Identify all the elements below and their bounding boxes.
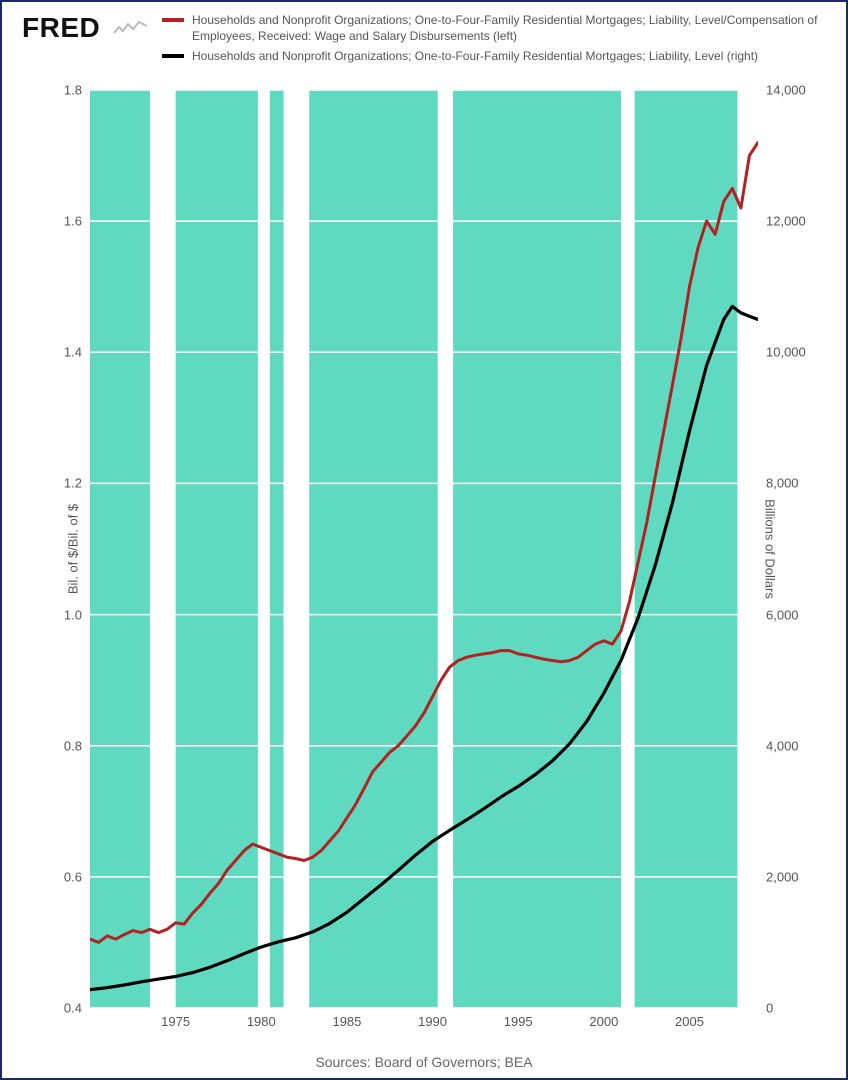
legend-item: Households and Nonprofit Organizations; … [162, 12, 826, 44]
fred-logo-text: FRED [22, 12, 100, 43]
legend-label: Households and Nonprofit Organizations; … [192, 48, 758, 64]
y-left-tick: 0.6 [64, 869, 90, 884]
y-right-tick: 8,000 [758, 476, 799, 491]
fred-logo-icon [113, 19, 149, 37]
source-text: Sources: Board of Governors; BEA [2, 1054, 846, 1070]
y-right-axis-label: Billions of Dollars [763, 499, 778, 599]
legend-label: Households and Nonprofit Organizations; … [192, 12, 826, 44]
x-tick: 1985 [332, 1008, 361, 1029]
x-tick: 1995 [504, 1008, 533, 1029]
x-tick: 2005 [675, 1008, 704, 1029]
chart-svg [90, 90, 758, 1008]
y-right-tick: 6,000 [758, 607, 799, 622]
y-left-tick: 1.0 [64, 607, 90, 622]
y-right-tick: 2,000 [758, 869, 799, 884]
legend-swatch [162, 54, 184, 58]
y-left-tick: 1.2 [64, 476, 90, 491]
legend: Households and Nonprofit Organizations; … [162, 12, 826, 69]
chart-frame: FRED Households and Nonprofit Organizati… [0, 0, 848, 1080]
legend-item: Households and Nonprofit Organizations; … [162, 48, 826, 64]
y-left-tick: 0.4 [64, 1001, 90, 1016]
y-right-tick: 10,000 [758, 345, 806, 360]
y-left-tick: 1.8 [64, 83, 90, 98]
x-tick: 2000 [589, 1008, 618, 1029]
legend-swatch [162, 18, 184, 22]
y-right-tick: 12,000 [758, 214, 806, 229]
y-right-tick: 4,000 [758, 738, 799, 753]
x-tick: 1990 [418, 1008, 447, 1029]
y-left-axis-label: Bil. of $/Bil. of $ [66, 504, 81, 594]
plot-area: Bil. of $/Bil. of $ Billions of Dollars … [90, 90, 758, 1008]
y-right-tick: 14,000 [758, 83, 806, 98]
x-tick: 1975 [161, 1008, 190, 1029]
y-right-tick: 0 [758, 1001, 773, 1016]
y-left-tick: 0.8 [64, 738, 90, 753]
x-tick: 1980 [247, 1008, 276, 1029]
y-left-tick: 1.4 [64, 345, 90, 360]
y-left-tick: 1.6 [64, 214, 90, 229]
fred-logo: FRED [22, 12, 149, 44]
